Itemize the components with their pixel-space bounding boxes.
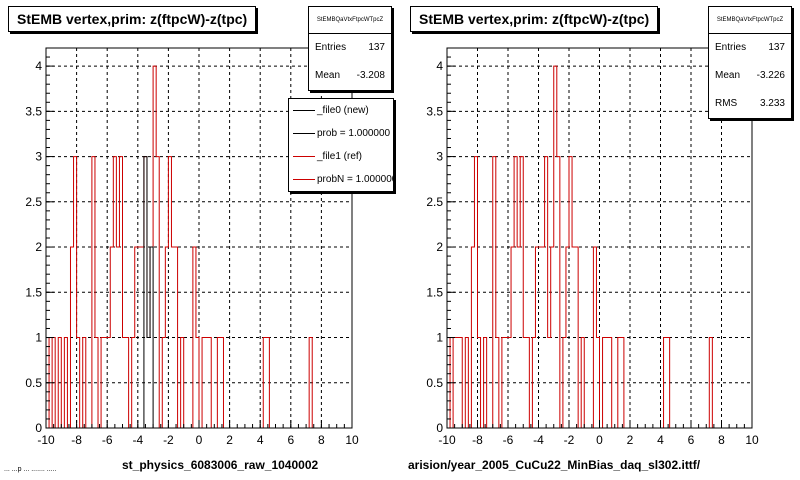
left-title: StEMB vertex,prim: z(ftpcW)-z(tpc) xyxy=(8,6,257,32)
right-histogram: -10 -8 -6 -4 -2 0 2 4 6 8 10 0 0.5 1 1.5 2 2.5 3 3.5 4 xyxy=(426,47,759,447)
right-stats-rms-value: 3.233 xyxy=(759,98,785,109)
left-x-caption: st_physics_6083006_raw_1040002 xyxy=(122,458,319,472)
left-x-tick-label: -6 xyxy=(102,433,113,447)
left-x-tick-label: 4 xyxy=(257,433,264,447)
right-pad: -10 -8 -6 -4 -2 0 2 4 6 8 10 0 0.5 1 1.5 2 2.5 3 3.5 4 StEM… xyxy=(400,0,800,480)
right-y-tick-label: 2 xyxy=(436,240,443,254)
right-y-tick-label: 4 xyxy=(436,59,443,73)
right-x-tick-label: -10 xyxy=(438,433,456,447)
left-y-tick-label: 0 xyxy=(35,421,42,435)
left-stats-mean-label: Mean xyxy=(315,70,341,81)
left-stats-box: StEMBQaVtxFtpcWTpcZ Entries 137 Mean -3.… xyxy=(308,6,392,91)
left-x-tick-label: 6 xyxy=(287,433,294,447)
left-y-tick-label: 1 xyxy=(35,331,42,345)
left-y-tick-label: 2.5 xyxy=(25,195,42,209)
legend-label: _file0 (new) xyxy=(317,105,369,116)
right-x-tick-label: 10 xyxy=(745,433,759,447)
right-stats-box: StEMBQaVtxFtpcWTpcZ Entries 137 Mean -3.… xyxy=(708,6,792,119)
left-x-tick-label: 10 xyxy=(345,433,359,447)
right-stats-entries-label: Entries xyxy=(715,42,747,53)
legend-entry: _file0 (new) xyxy=(289,99,393,122)
right-title: StEMB vertex,prim: z(ftpcW)-z(tpc) xyxy=(410,6,659,32)
right-x-tick-label: -6 xyxy=(503,433,514,447)
right-stats-row: RMS 3.233 xyxy=(709,90,791,118)
left-stats-name: StEMBQaVtxFtpcWTpcZ xyxy=(309,7,391,34)
right-y-tick-label: 1.5 xyxy=(426,285,443,299)
left-stats-entries-label: Entries xyxy=(315,42,347,53)
left-y-tick-label: 1.5 xyxy=(25,285,42,299)
left-x-tick-label: -2 xyxy=(163,433,174,447)
right-stats-entries-value: 137 xyxy=(768,42,785,53)
left-stats-entries-value: 137 xyxy=(368,42,385,53)
right-stats-rms-label: RMS xyxy=(715,98,738,109)
legend-swatch xyxy=(293,110,315,111)
right-stats-mean-label: Mean xyxy=(715,70,741,81)
right-stats-name: StEMBQaVtxFtpcWTpcZ xyxy=(709,7,791,34)
left-stats-row: Mean -3.208 xyxy=(309,62,391,90)
right-y-tick-label: 2.5 xyxy=(426,195,443,209)
legend-swatch xyxy=(293,179,315,180)
left-x-tick-label: 0 xyxy=(196,433,203,447)
legend-label: prob = 1.000000 xyxy=(317,128,391,139)
left-x-tick-label: -4 xyxy=(132,433,143,447)
right-x-tick-label: -8 xyxy=(472,433,483,447)
right-x-caption: arision/year_2005_CuCu22_MinBias_daq_sl3… xyxy=(408,458,701,472)
legend-entry: _file1 (ref) xyxy=(289,145,393,168)
legend-swatch xyxy=(293,156,315,157)
right-y-tick-label: 0.5 xyxy=(426,376,443,390)
right-y-tick-label: 3 xyxy=(436,150,443,164)
left-y-tick-label: 4 xyxy=(35,59,42,73)
right-stats-mean-value: -3.226 xyxy=(756,70,785,81)
legend-entry: prob = 1.000000 xyxy=(289,122,393,145)
left-y-tick-label: 2 xyxy=(35,240,42,254)
right-y-tick-label: 1 xyxy=(436,331,443,345)
right-stats-row: Entries 137 xyxy=(709,34,791,62)
left-series-line xyxy=(143,156,154,428)
right-y-tick-label: 3.5 xyxy=(426,104,443,118)
right-x-tick-label: 0 xyxy=(596,433,603,447)
left-x-tick-label: -10 xyxy=(37,433,55,447)
left-stats-mean-value: -3.208 xyxy=(356,70,385,81)
left-stats-row: Entries 137 xyxy=(309,34,391,62)
left-y-tick-label: 3.5 xyxy=(25,104,42,118)
left-footer-text: ... ...p ... ....... ..... xyxy=(4,466,57,473)
legend-label: _file1 (ref) xyxy=(317,151,363,162)
right-x-tick-label: 8 xyxy=(718,433,725,447)
legend-entry: probN = 1.000000 xyxy=(289,168,393,191)
left-y-tick-label: 3 xyxy=(35,150,42,164)
left-pad: -10 -8 -6 -4 -2 0 2 4 6 8 10 0 0.5 1 1.5 2 2.5 3 3.5 4 StEM… xyxy=(4,6,394,473)
right-x-tick-label: 4 xyxy=(657,433,664,447)
left-histogram: -10 -8 -6 -4 -2 0 2 4 6 8 10 0 0.5 1 1.5 2 2.5 3 3.5 4 xyxy=(25,47,359,447)
legend-box: _file0 (new) prob = 1.000000 _file1 (ref… xyxy=(288,98,394,192)
right-x-tick-label: -2 xyxy=(564,433,575,447)
right-y-tick-label: 0 xyxy=(436,421,443,435)
legend-label: probN = 1.000000 xyxy=(317,174,394,185)
left-y-tick-label: 0.5 xyxy=(25,376,42,390)
left-x-tick-label: 8 xyxy=(318,433,325,447)
right-x-tick-label: 2 xyxy=(627,433,634,447)
left-x-tick-label: -8 xyxy=(71,433,82,447)
right-x-tick-label: 6 xyxy=(688,433,695,447)
right-x-tick-label: -4 xyxy=(533,433,544,447)
right-stats-row: Mean -3.226 xyxy=(709,62,791,90)
left-x-tick-label: 2 xyxy=(226,433,233,447)
legend-swatch xyxy=(293,133,315,134)
